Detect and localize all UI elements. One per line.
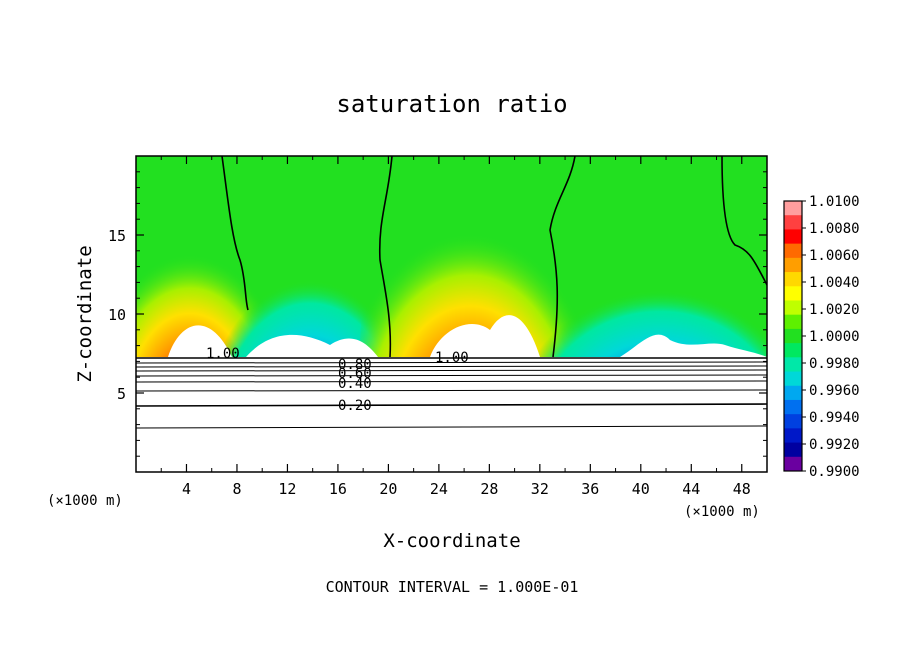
colorbar-swatch <box>784 272 802 287</box>
x-tick-label: 44 <box>682 480 700 498</box>
contour-line-10 <box>136 380 767 383</box>
colorbar-tick-label: 0.9920 <box>809 437 860 453</box>
y-tick-label: 5 <box>117 385 126 403</box>
x-tick-label: 20 <box>379 480 397 498</box>
x-tick-label: 40 <box>632 480 650 498</box>
x-tick-label: 12 <box>278 480 296 498</box>
subcloud-layer <box>136 315 767 472</box>
y-axis: 5 10 15 <box>108 171 767 457</box>
contour-line-3 <box>549 156 576 358</box>
colorbar-swatch <box>784 414 802 429</box>
colorbar-swatch <box>784 442 802 458</box>
colorbar-swatch <box>784 385 802 401</box>
colorbar-tick-label: 0.9900 <box>809 464 860 480</box>
colorbar: 1.0100 1.0080 1.0060 1.0040 1.0020 1.0000 0.99… <box>783 194 860 480</box>
contour-line-6 <box>136 361 767 364</box>
colorbar-tick-label: 1.0020 <box>809 302 860 318</box>
contour-interval-note: CONTOUR INTERVAL = 1.000E-01 <box>326 578 579 596</box>
x-tick-label: 36 <box>581 480 599 498</box>
x-axis: 4 8 12 16 20 24 28 32 36 40 44 48 <box>160 156 751 498</box>
colorbar-tick-label: 1.0080 <box>809 221 860 237</box>
y-tick-label: 15 <box>108 227 126 245</box>
contour-line-13 <box>136 425 767 429</box>
contour-line-1 <box>221 156 249 311</box>
contour-label: 1.00 <box>206 346 240 362</box>
x-tick-label: 8 <box>232 480 241 498</box>
contour-line-2 <box>378 156 393 358</box>
x-tick-label: 24 <box>430 480 448 498</box>
chart-title: saturation ratio <box>336 90 567 118</box>
colorbar-tick-label: 1.0100 <box>809 194 860 210</box>
contour-label: 0.60 <box>338 366 372 382</box>
contour-line-4 <box>721 156 767 286</box>
x-tick-label: 16 <box>329 480 347 498</box>
colorbar-swatch <box>784 314 802 330</box>
colorbar-swatch <box>784 243 802 259</box>
contour-line-9 <box>136 374 767 377</box>
colorbar-swatch <box>784 257 802 273</box>
x-axis-label: X-coordinate <box>383 530 520 552</box>
colorbar-swatch <box>784 399 802 415</box>
colorbar-tick-label: 0.9960 <box>809 383 860 399</box>
y-axis-label: Z-coordinate <box>74 245 96 382</box>
x-tick-label: 48 <box>733 480 751 498</box>
colorbar-tick-label: 1.0060 <box>809 248 860 264</box>
colorbar-swatch <box>784 229 802 245</box>
x-tick-label: 28 <box>480 480 498 498</box>
x-tick-label: 32 <box>531 480 549 498</box>
colorbar-swatch <box>784 300 802 316</box>
contour-label: 1.00 <box>435 350 469 366</box>
colorbar-tick-label: 0.9940 <box>809 410 860 426</box>
saturation-field <box>136 156 767 472</box>
x-unit-label-left: (×1000 m) <box>47 493 123 509</box>
contour-label: 0.80 <box>338 357 372 373</box>
x-tick-label: 4 <box>182 480 191 498</box>
colorbar-tick-label: 1.0040 <box>809 275 860 291</box>
colorbar-tick-label: 0.9980 <box>809 356 860 372</box>
colorbar-swatch <box>784 286 802 301</box>
colorbar-swatch <box>784 328 802 344</box>
y-tick-label: 10 <box>108 306 126 324</box>
contour-label: 0.40 <box>338 376 372 392</box>
colorbar-swatch <box>784 201 802 216</box>
colorbar-swatch <box>784 357 802 373</box>
colorbar-tick-label: 1.0000 <box>809 329 860 345</box>
contour-label: 0.20 <box>338 398 372 414</box>
colorbar-swatch <box>784 371 802 387</box>
colorbar-swatch <box>784 428 802 444</box>
contour-line-7 <box>136 365 767 368</box>
contour-line-8 <box>136 369 767 372</box>
contour-line-12 <box>136 403 767 407</box>
contour-labels: 1.00 1.00 0.80 0.60 0.40 0.20 <box>206 346 469 414</box>
colorbar-swatch <box>784 343 802 358</box>
colorbar-swatch <box>784 456 802 472</box>
contour-line-11 <box>136 389 767 392</box>
x-unit-label-right: (×1000 m) <box>684 504 760 520</box>
colorbar-swatch <box>784 215 802 230</box>
